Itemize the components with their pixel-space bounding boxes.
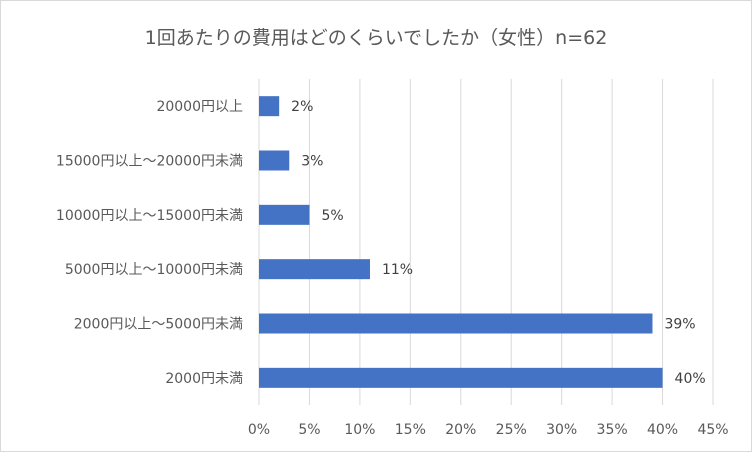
bar [259,259,370,280]
data-labels: 2% 3% 5% 11% 39% 40% [291,99,706,387]
bar [259,150,290,171]
bars [259,96,663,388]
data-label: 3% [301,154,323,170]
category-label: 15000円以上～20000円未満 [56,154,243,170]
x-tick-label: 15% [395,422,426,438]
category-label: 2000円以上～5000円未満 [74,317,243,333]
x-tick-label: 20% [445,422,476,438]
bar [259,96,280,117]
category-label: 2000円未満 [165,371,243,387]
category-label: 10000円以上～15000円未満 [56,208,243,224]
data-label: 11% [382,262,413,278]
x-tick-label: 45% [697,422,728,438]
grid-lines [258,79,714,405]
x-tick-label: 0% [248,422,270,438]
category-label: 5000円以上～10000円未満 [65,262,243,278]
x-tick-label: 5% [298,422,320,438]
data-label: 40% [675,371,706,387]
x-tick-label: 35% [597,422,628,438]
bar [259,367,663,388]
chart-title: 1回あたりの費用はどのくらいでしたか（女性）n=62 [145,27,608,49]
bar [259,204,310,225]
data-label: 5% [321,208,343,224]
x-tick-label: 30% [546,422,577,438]
x-axis-tick-labels: 0% 5% 10% 15% 20% 25% 30% 35% 40% 45% [248,422,729,438]
x-tick-label: 40% [647,422,678,438]
bar [259,313,653,334]
category-labels: 20000円以上 15000円以上～20000円未満 10000円以上～15000円… [56,99,243,387]
data-label: 39% [664,317,695,333]
data-label: 2% [291,99,313,115]
x-tick-label: 10% [344,422,375,438]
x-tick-label: 25% [496,422,527,438]
category-label: 20000円以上 [156,99,243,115]
